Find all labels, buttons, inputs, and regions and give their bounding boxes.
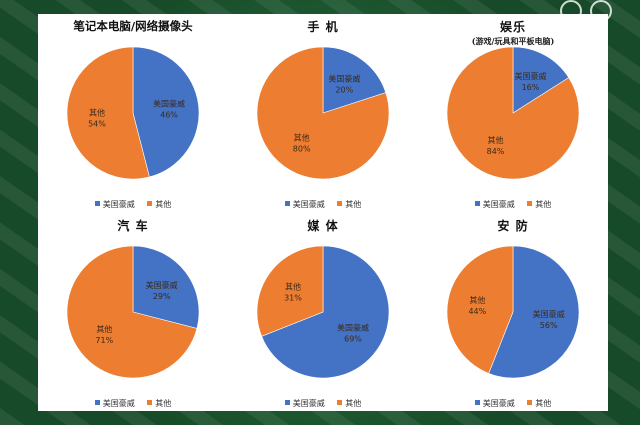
slice-label: 其他 bbox=[488, 135, 504, 145]
slice-label: 其他 bbox=[294, 132, 310, 142]
legend-item-us: 美国豪威 bbox=[94, 398, 135, 409]
chart-subtitle: (游戏/玩具和平板电脑) bbox=[471, 36, 555, 46]
slice-value-label: 84% bbox=[487, 147, 505, 156]
legend-swatch bbox=[474, 400, 480, 405]
legend-item-other: 其他 bbox=[147, 398, 171, 409]
legend-item-us: 美国豪威 bbox=[474, 398, 515, 409]
slice-label: 其他 bbox=[96, 324, 112, 334]
pie-slice-us bbox=[132, 245, 200, 329]
pie-slice-us bbox=[488, 245, 580, 379]
pie-slice-us bbox=[261, 245, 390, 379]
slice-label: 美国豪威 bbox=[533, 309, 565, 319]
legend-swatch bbox=[147, 201, 153, 206]
legend-swatch bbox=[147, 400, 153, 405]
slice-value-label: 31% bbox=[284, 294, 302, 303]
legend-item-other: 其他 bbox=[527, 398, 551, 409]
legend-item-us: 美国豪威 bbox=[284, 398, 325, 409]
pie-svg: 美国豪威 29% 其他 71% bbox=[66, 245, 200, 379]
legend-item-other: 其他 bbox=[337, 398, 361, 409]
slice-label: 其他 bbox=[469, 295, 485, 305]
slice-label: 其他 bbox=[285, 282, 301, 292]
legend-swatch bbox=[284, 400, 290, 405]
legend-swatch bbox=[337, 201, 343, 206]
legend-swatch bbox=[527, 201, 533, 206]
pie-svg: 美国豪威 20% 其他 80% bbox=[256, 46, 390, 180]
chart-title: 安 防 bbox=[497, 219, 529, 233]
legend-item-us: 美国豪威 bbox=[94, 199, 135, 210]
chart-title: 媒 体 bbox=[307, 219, 339, 233]
legend-item-us: 美国豪威 bbox=[474, 199, 515, 210]
legend: 美国豪威 其他 bbox=[418, 199, 608, 210]
legend: 美国豪威 其他 bbox=[38, 199, 228, 210]
legend-item-other: 其他 bbox=[147, 199, 171, 210]
pie-slice-us bbox=[322, 46, 387, 114]
slice-value-label: 56% bbox=[540, 321, 558, 330]
chart-title: 汽 车 bbox=[117, 219, 149, 233]
pie-chart-media: 媒 体 美国豪威 69% 其他 31% 美国豪威 其他 bbox=[228, 213, 418, 411]
legend: 美国豪威 其他 bbox=[228, 398, 418, 409]
pie-chart-entertainment: 娱乐 (游戏/玩具和平板电脑) 美国豪威 16% 其他 84% 美国豪威 其他 bbox=[418, 14, 608, 212]
legend-item-us: 美国豪威 bbox=[284, 199, 325, 210]
slice-value-label: 69% bbox=[344, 334, 362, 343]
slice-value-label: 80% bbox=[293, 144, 311, 153]
slice-label: 美国豪威 bbox=[328, 74, 360, 84]
slice-label: 美国豪威 bbox=[337, 322, 369, 332]
slice-value-label: 71% bbox=[95, 336, 113, 345]
pie-svg: 美国豪威 46% 其他 54% bbox=[66, 46, 200, 180]
legend: 美国豪威 其他 bbox=[418, 398, 608, 409]
chart-title: 笔记本电脑/网络摄像头 bbox=[73, 19, 193, 33]
pie-svg: 美国豪威 69% 其他 31% bbox=[256, 245, 390, 379]
pie-slice-other bbox=[66, 46, 150, 180]
legend-swatch bbox=[474, 201, 480, 206]
slice-value-label: 20% bbox=[335, 86, 353, 95]
pie-chart-automotive: 汽 车 美国豪威 29% 其他 71% 美国豪威 其他 bbox=[38, 213, 228, 411]
slice-label: 美国豪威 bbox=[514, 71, 546, 81]
legend-swatch bbox=[527, 400, 533, 405]
pie-chart-laptop: 笔记本电脑/网络摄像头 美国豪威 46% 其他 54% 美国豪威 其他 bbox=[38, 14, 228, 212]
slice-value-label: 29% bbox=[153, 292, 171, 301]
slice-value-label: 46% bbox=[160, 110, 178, 119]
pie-slice-other bbox=[66, 245, 198, 379]
legend-swatch bbox=[94, 201, 100, 206]
pie-chart-security: 安 防 美国豪威 56% 其他 44% 美国豪威 其他 bbox=[418, 213, 608, 411]
legend: 美国豪威 其他 bbox=[228, 199, 418, 210]
pie-svg: 美国豪威 16% 其他 84% bbox=[446, 46, 580, 180]
slice-label: 美国豪威 bbox=[153, 98, 185, 108]
slice-value-label: 16% bbox=[522, 83, 540, 92]
pie-slice-other bbox=[446, 245, 514, 374]
legend-swatch bbox=[284, 201, 290, 206]
slice-value-label: 54% bbox=[88, 120, 106, 129]
pie-slice-other bbox=[446, 46, 580, 180]
slice-value-label: 44% bbox=[468, 307, 486, 316]
legend-item-other: 其他 bbox=[337, 199, 361, 210]
chart-title: 手 机 bbox=[307, 20, 339, 34]
slice-label: 美国豪威 bbox=[146, 280, 178, 290]
legend-item-other: 其他 bbox=[527, 199, 551, 210]
pie-svg: 美国豪威 56% 其他 44% bbox=[446, 245, 580, 379]
pie-slice-us bbox=[512, 46, 570, 114]
legend-swatch bbox=[337, 400, 343, 405]
chart-title: 娱乐 bbox=[499, 20, 526, 34]
legend: 美国豪威 其他 bbox=[38, 398, 228, 409]
pie-chart-phone: 手 机 美国豪威 20% 其他 80% 美国豪威 其他 bbox=[228, 14, 418, 212]
chart-panel: 笔记本电脑/网络摄像头 美国豪威 46% 其他 54% 美国豪威 其他 手 机 美国豪… bbox=[38, 14, 608, 411]
pie-slice-other bbox=[256, 46, 390, 180]
pie-slice-other bbox=[256, 245, 324, 337]
pie-slice-us bbox=[132, 46, 200, 178]
slice-label: 其他 bbox=[89, 108, 105, 118]
legend-swatch bbox=[94, 400, 100, 405]
